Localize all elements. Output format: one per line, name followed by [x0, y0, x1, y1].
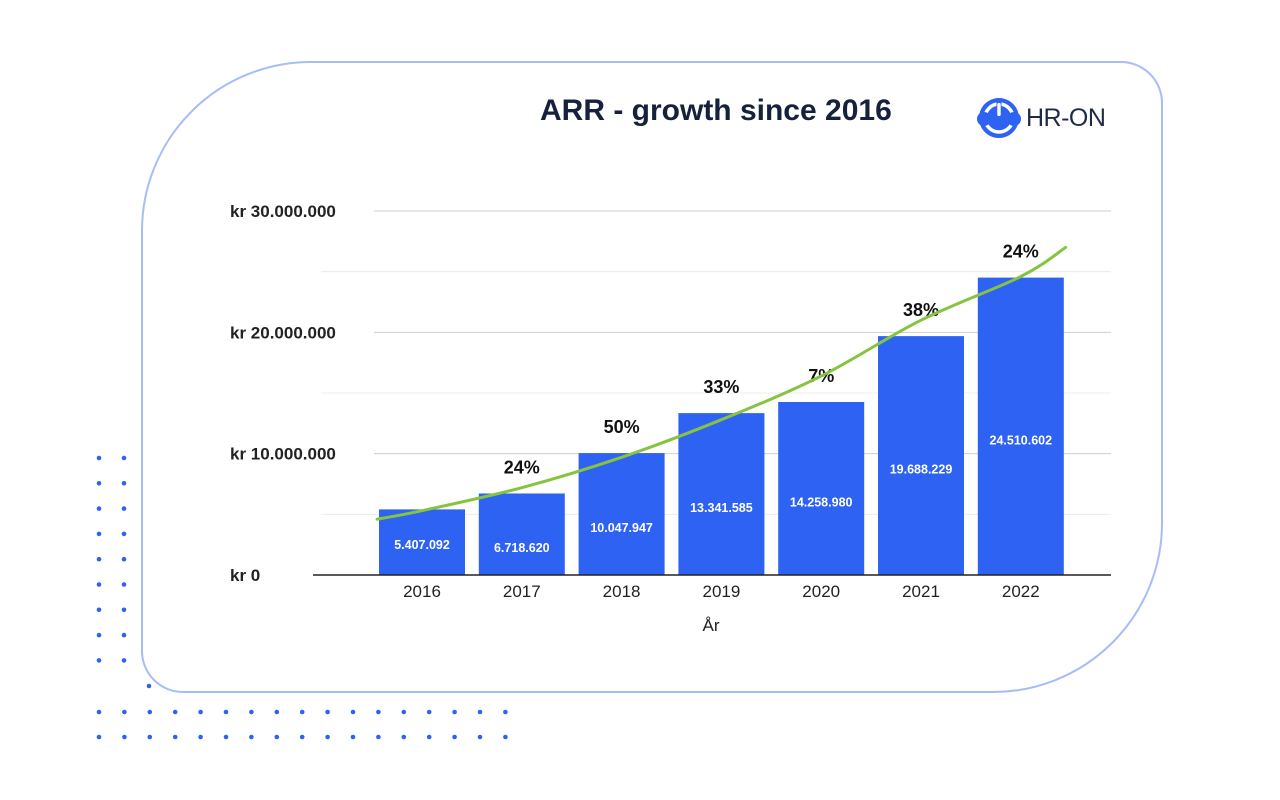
decor-dot: [96, 455, 102, 461]
decor-dot: [96, 709, 102, 715]
decor-dot: [96, 632, 102, 638]
decor-dot: [172, 709, 178, 715]
bar: [379, 509, 465, 575]
decor-dot: [121, 632, 127, 638]
bar: [778, 401, 865, 575]
decor-dot: [121, 658, 127, 663]
bar: [478, 493, 565, 575]
decor-dot: [299, 734, 305, 740]
decor-dot: [96, 658, 102, 663]
decor-dot: [147, 709, 153, 715]
decor-dot: [172, 734, 178, 740]
decor-dot: [477, 734, 483, 740]
y-tick-label: kr 0: [230, 566, 260, 585]
x-tick-label: 2019: [702, 582, 740, 601]
decor-dot: [121, 531, 127, 537]
decor-dot: [146, 683, 152, 689]
decor-dot: [121, 455, 127, 461]
decor-dot: [401, 709, 407, 715]
bar-value-label: 5.407.092: [394, 538, 450, 552]
bar: [977, 277, 1064, 575]
decor-dot: [96, 481, 102, 486]
decor-dot: [350, 734, 356, 740]
decor-dot: [376, 734, 381, 740]
decor-dot: [122, 709, 127, 715]
decor-dot: [325, 709, 330, 715]
decor-dot: [325, 734, 330, 740]
decor-dot: [121, 481, 127, 486]
decor-dot: [96, 734, 102, 740]
x-tick-label: 2021: [902, 582, 940, 601]
decor-dot: [198, 709, 203, 715]
decor-dot: [121, 556, 127, 562]
chart-title: ARR - growth since 2016: [540, 94, 892, 127]
decor-dot: [426, 709, 432, 715]
decor-dot: [249, 709, 254, 715]
decor-dot: [96, 607, 102, 613]
decor-dot: [477, 709, 483, 715]
decor-dot: [249, 734, 254, 740]
y-tick-label: kr 20.000.000: [230, 323, 336, 342]
decor-dot: [452, 734, 457, 740]
y-tick-label: kr 10.000.000: [230, 445, 336, 464]
decor-dot: [96, 531, 102, 537]
decor-dot: [223, 709, 229, 715]
decor-dot: [503, 734, 508, 740]
x-axis-title: År: [703, 616, 720, 635]
x-tick-label: 2017: [503, 582, 541, 601]
decor-dot: [350, 709, 356, 715]
decor-dot: [96, 506, 102, 511]
x-tick-label: 2018: [603, 582, 641, 601]
decor-dot: [122, 734, 127, 740]
growth-label: 38%: [903, 300, 939, 320]
growth-label: 33%: [703, 377, 739, 397]
bar-value-label: 6.718.620: [494, 541, 550, 555]
bar: [878, 336, 964, 575]
growth-label: 24%: [1003, 242, 1039, 262]
bar-value-label: 19.688.229: [890, 463, 953, 477]
x-tick-label: 2020: [802, 582, 840, 601]
x-tick-label: 2016: [403, 582, 441, 601]
growth-label: 50%: [604, 417, 640, 437]
decor-dot: [299, 709, 305, 715]
trendline: [375, 245, 1068, 521]
decor-dot: [121, 582, 127, 587]
decor-dot: [274, 709, 280, 715]
decor-dot: [96, 582, 102, 587]
decor-dot: [401, 734, 407, 740]
decor-dot: [121, 607, 127, 613]
bar: [578, 453, 665, 575]
decor-dot: [121, 506, 127, 511]
bar-value-label: 24.510.602: [990, 433, 1053, 447]
y-tick-label: kr 30.000.000: [230, 202, 336, 221]
bar: [678, 413, 765, 575]
growth-label: 24%: [504, 457, 540, 477]
decor-dot: [376, 709, 381, 715]
bar-value-label: 13.341.585: [690, 501, 753, 515]
bar-value-label: 10.047.947: [590, 521, 653, 535]
bar-value-label: 14.258.980: [790, 495, 853, 509]
decor-dot: [426, 734, 432, 740]
logo-text: HR-ON: [1026, 103, 1106, 132]
x-tick-label: 2022: [1002, 582, 1040, 601]
decor-dot: [198, 734, 203, 740]
decor-dot: [274, 734, 280, 740]
decor-dot: [96, 556, 102, 562]
decor-dot: [223, 734, 229, 740]
decor-dot: [147, 734, 153, 740]
decor-dot: [452, 709, 457, 715]
decor-dot: [503, 709, 508, 715]
power-icon: [977, 98, 1021, 138]
hr-on-logo: HR-ON: [976, 95, 1106, 141]
